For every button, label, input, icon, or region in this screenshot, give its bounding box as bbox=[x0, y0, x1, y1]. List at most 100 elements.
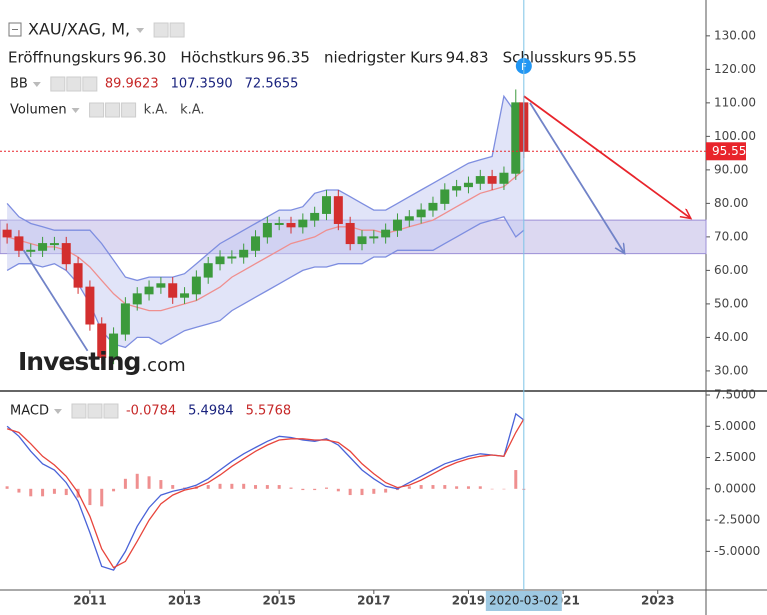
candle-body bbox=[215, 256, 225, 265]
histogram-bar bbox=[384, 488, 388, 493]
ohlc-value: 95.55 bbox=[594, 49, 637, 67]
legend-icon[interactable] bbox=[103, 403, 119, 419]
indicator-value: 5.5768 bbox=[246, 404, 292, 419]
trend-line bbox=[529, 102, 625, 254]
candle-body bbox=[251, 236, 261, 251]
y-tick-label: 0.0000 bbox=[714, 481, 756, 495]
candle-body bbox=[156, 283, 166, 288]
histogram-bar bbox=[502, 488, 506, 490]
histogram-bar bbox=[443, 485, 447, 489]
band-fill bbox=[7, 96, 524, 348]
candle-body bbox=[463, 182, 473, 188]
histogram-bar bbox=[478, 486, 482, 489]
indicator-value: 5.4984 bbox=[188, 404, 234, 419]
y-tick-label: 30.00 bbox=[714, 363, 748, 377]
candle-body bbox=[511, 102, 521, 174]
histogram-bar bbox=[29, 488, 33, 497]
series-line bbox=[6, 169, 525, 312]
ohlc-value: 94.83 bbox=[446, 49, 489, 67]
candle-body bbox=[345, 222, 355, 245]
candle-body bbox=[452, 186, 462, 191]
last-price-box bbox=[706, 142, 746, 161]
histogram-bar bbox=[17, 488, 21, 493]
candle-body bbox=[239, 249, 249, 258]
candle-body bbox=[404, 216, 414, 221]
indicator-name: Volumen bbox=[10, 103, 67, 118]
dropdown-caret[interactable] bbox=[53, 409, 62, 414]
candle-body bbox=[227, 256, 237, 259]
candle-body bbox=[310, 212, 320, 221]
histogram-bar bbox=[159, 480, 163, 489]
candle-body bbox=[144, 286, 154, 295]
indicator-value: k.A. bbox=[144, 103, 168, 118]
y-tick-label: 2.5000 bbox=[714, 450, 756, 464]
y-tick-label: 120.00 bbox=[714, 62, 756, 76]
y-tick-label: -5.0000 bbox=[714, 544, 760, 558]
y-tick-label: 50.00 bbox=[714, 296, 748, 310]
histogram-bar bbox=[100, 488, 104, 507]
candle-body bbox=[2, 229, 12, 238]
crosshair-label: 2020-03-02 bbox=[489, 594, 559, 608]
legend-icon[interactable] bbox=[89, 102, 105, 118]
candle-body bbox=[357, 236, 367, 245]
legend-icon[interactable] bbox=[82, 76, 98, 92]
histogram-bar bbox=[419, 485, 423, 489]
candle-body bbox=[333, 196, 343, 224]
candle-body bbox=[369, 236, 379, 239]
candle-body bbox=[38, 243, 48, 251]
legend-icon[interactable] bbox=[87, 403, 103, 419]
dropdown-caret[interactable] bbox=[32, 82, 41, 87]
y-tick-label: 60.00 bbox=[714, 263, 748, 277]
dropdown-caret[interactable] bbox=[136, 28, 145, 33]
indicator-name: MACD bbox=[10, 404, 49, 419]
histogram-bar bbox=[52, 488, 56, 494]
indicator-value: -0.0784 bbox=[126, 404, 176, 419]
candle-body bbox=[14, 236, 24, 251]
legend-icon[interactable] bbox=[71, 403, 87, 419]
histogram-bar bbox=[372, 488, 376, 494]
collapse-icon[interactable] bbox=[8, 22, 22, 37]
legend-icon[interactable] bbox=[169, 22, 185, 38]
histogram-bar bbox=[242, 483, 246, 489]
x-tick-label: 2019 bbox=[452, 594, 485, 608]
histogram-bar bbox=[123, 478, 127, 489]
candle-body bbox=[499, 172, 509, 184]
y-tick-label: 80.00 bbox=[714, 196, 748, 210]
x-tick-label: 2017 bbox=[357, 594, 390, 608]
ohlc-value: 96.30 bbox=[123, 49, 166, 67]
candle-body bbox=[73, 263, 83, 288]
legend-icon[interactable] bbox=[153, 22, 169, 38]
crosshair-label-box bbox=[485, 591, 562, 611]
histogram-bar bbox=[265, 485, 269, 489]
candle-body bbox=[274, 222, 284, 225]
indicator-value: 72.5655 bbox=[245, 77, 299, 92]
histogram-bar bbox=[301, 488, 305, 491]
candle-body bbox=[85, 286, 95, 325]
histogram-bar bbox=[135, 473, 139, 489]
candle-body bbox=[180, 293, 190, 298]
legend-icon[interactable] bbox=[105, 102, 121, 118]
histogram-bar bbox=[336, 488, 340, 492]
histogram-bar bbox=[88, 488, 92, 506]
histogram-bar bbox=[230, 483, 234, 489]
candle-body bbox=[440, 189, 450, 204]
histogram-bar bbox=[325, 487, 329, 489]
x-tick-label: 2013 bbox=[168, 594, 201, 608]
histogram-bar bbox=[147, 476, 151, 489]
y-tick-label: -2.5000 bbox=[714, 513, 760, 527]
legend-icon[interactable] bbox=[121, 102, 137, 118]
histogram-bar bbox=[277, 485, 281, 489]
indicator-name: BB bbox=[10, 77, 28, 92]
histogram-bar bbox=[490, 488, 494, 490]
x-tick-label: 2015 bbox=[262, 594, 295, 608]
legend-icon[interactable] bbox=[66, 76, 82, 92]
indicator-value: k.A. bbox=[180, 103, 204, 118]
y-tick-label: 90.00 bbox=[714, 162, 748, 176]
legend-icon[interactable] bbox=[50, 76, 66, 92]
candle-body bbox=[132, 293, 142, 305]
histogram-bar bbox=[289, 487, 293, 489]
dropdown-caret[interactable] bbox=[71, 108, 80, 113]
histogram-bar bbox=[407, 486, 411, 489]
candle-body bbox=[416, 209, 426, 218]
